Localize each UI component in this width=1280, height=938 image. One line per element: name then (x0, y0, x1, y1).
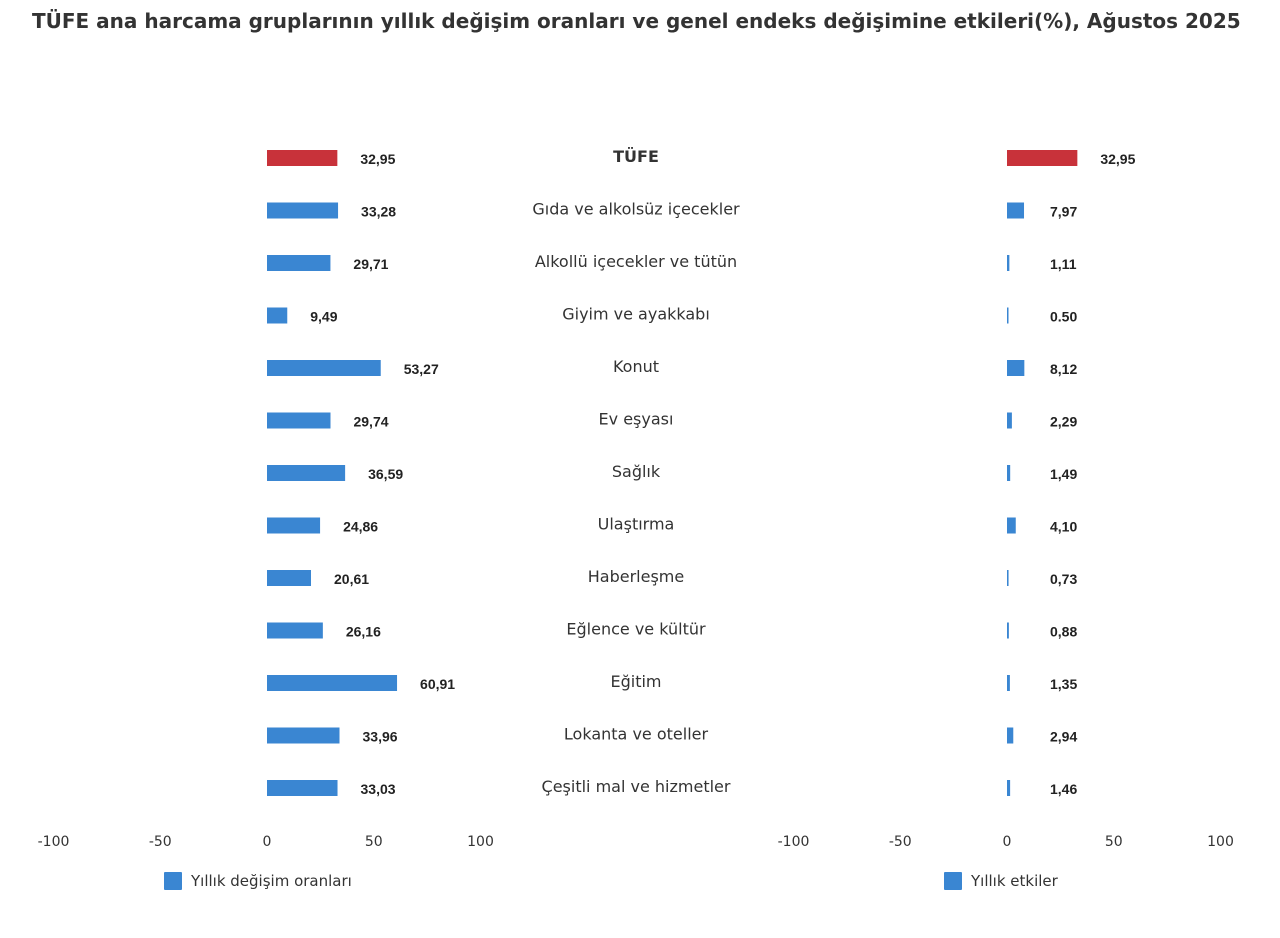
effect-bar[interactable] (1007, 412, 1012, 429)
effect-value-label: 0,73 (1050, 571, 1077, 587)
rate-bar[interactable] (267, 622, 323, 639)
effect-value-label: 2,29 (1050, 414, 1077, 430)
effect-bar[interactable] (1007, 202, 1025, 219)
x-tick-label: -100 (38, 834, 70, 850)
category-label: Lokanta ve oteller (564, 725, 709, 744)
effect-bar[interactable] (1007, 570, 1009, 586)
rate-value-label: 60,91 (420, 676, 455, 692)
effect-bar[interactable] (1007, 255, 1010, 271)
category-label: Çeşitli mal ve hizmetler (542, 777, 731, 796)
effect-value-label: 1,35 (1050, 676, 1077, 692)
category-label: Eğitim (610, 672, 661, 691)
legend-label-effects: Yıllık etkiler (971, 872, 1058, 890)
rate-value-label: 29,74 (353, 414, 388, 430)
rate-value-label: 20,61 (334, 571, 369, 587)
effect-bar[interactable] (1007, 622, 1009, 639)
rate-value-label: 33,03 (361, 781, 396, 797)
x-tick-label: -100 (778, 834, 810, 850)
rate-value-label: 24,86 (343, 519, 378, 535)
effect-value-label: 32,95 (1100, 151, 1135, 167)
effect-value-label: 1,46 (1050, 781, 1077, 797)
x-tick-label: 50 (1105, 834, 1123, 850)
legend-item-effects[interactable]: Yıllık etkiler (944, 872, 1058, 890)
rate-value-label: 53,27 (404, 361, 439, 377)
rate-bar[interactable] (267, 150, 338, 166)
rate-value-label: 33,28 (361, 204, 396, 220)
rate-bar[interactable] (267, 412, 331, 429)
effect-bar[interactable] (1007, 780, 1011, 796)
category-label: Alkollü içecekler ve tütün (535, 252, 737, 271)
rate-bar[interactable] (267, 360, 381, 376)
rate-bar[interactable] (267, 465, 346, 481)
effect-value-label: 1,11 (1050, 256, 1077, 272)
x-tick-label: 0 (263, 834, 272, 850)
rate-bar[interactable] (267, 517, 321, 534)
rate-bar[interactable] (267, 727, 340, 744)
category-label: Konut (613, 357, 659, 376)
effect-value-label: 0,88 (1050, 624, 1077, 640)
x-tick-label: -50 (149, 834, 172, 850)
rate-value-label: 36,59 (368, 466, 403, 482)
effect-value-label: 8,12 (1050, 361, 1077, 377)
category-label: Ev eşyası (599, 410, 674, 429)
effect-value-label: 0.50 (1050, 309, 1077, 325)
category-label: Giyim ve ayakkabı (562, 305, 710, 324)
effect-bar[interactable] (1007, 360, 1025, 376)
rate-bar[interactable] (267, 780, 338, 796)
rate-bar[interactable] (267, 675, 398, 691)
legend-item-rates[interactable]: Yıllık değişim oranları (164, 872, 352, 890)
effect-bar[interactable] (1007, 150, 1078, 166)
effect-bar[interactable] (1007, 675, 1010, 691)
rate-bar[interactable] (267, 202, 339, 219)
effect-bar[interactable] (1007, 517, 1016, 534)
category-label: Gıda ve alkolsüz içecekler (532, 200, 740, 219)
category-label: Haberleşme (588, 567, 684, 586)
rate-value-label: 26,16 (346, 624, 381, 640)
effect-value-label: 7,97 (1050, 204, 1077, 220)
legend-swatch-effects (944, 872, 962, 890)
rate-value-label: 32,95 (360, 151, 395, 167)
category-label: TÜFE (613, 147, 659, 166)
legend-label-rates: Yıllık değişim oranları (191, 872, 352, 890)
rate-value-label: 33,96 (363, 729, 398, 745)
effect-value-label: 1,49 (1050, 466, 1077, 482)
rate-bar[interactable] (267, 307, 288, 324)
effect-value-label: 4,10 (1050, 519, 1077, 535)
x-tick-label: 100 (467, 834, 494, 850)
legend-swatch-rates (164, 872, 182, 890)
effect-bar[interactable] (1007, 465, 1011, 481)
effect-bar[interactable] (1007, 307, 1009, 324)
category-label: Ulaştırma (598, 515, 675, 534)
rate-bar[interactable] (267, 255, 331, 271)
x-tick-label: -50 (889, 834, 912, 850)
rate-bar[interactable] (267, 570, 312, 586)
rate-value-label: 9,49 (310, 309, 337, 325)
category-label: Sağlık (612, 462, 661, 481)
x-tick-label: 50 (365, 834, 383, 850)
category-label: Eğlence ve kültür (566, 620, 706, 639)
effect-value-label: 2,94 (1050, 729, 1077, 745)
effect-bar[interactable] (1007, 727, 1014, 744)
x-tick-label: 0 (1003, 834, 1012, 850)
chart-title: TÜFE ana harcama gruplarının yıllık deği… (32, 9, 1241, 33)
rate-value-label: 29,71 (353, 256, 388, 272)
x-tick-label: 100 (1207, 834, 1234, 850)
